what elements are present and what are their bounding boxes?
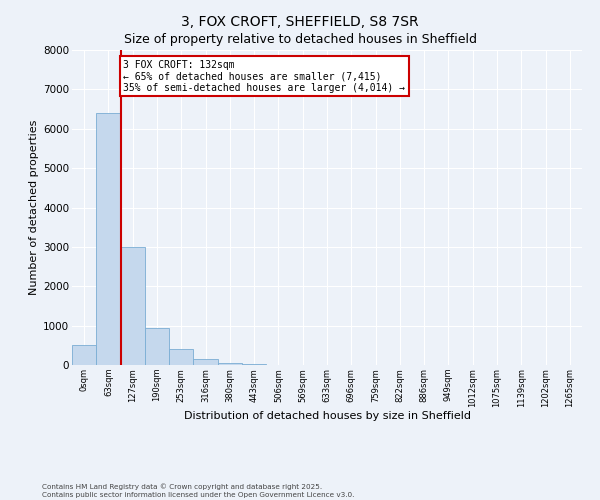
Bar [145, 328, 169, 365]
Bar [72, 346, 96, 365]
Text: 3, FOX CROFT, SHEFFIELD, S8 7SR: 3, FOX CROFT, SHEFFIELD, S8 7SR [181, 15, 419, 29]
Bar [242, 364, 266, 365]
Text: Contains HM Land Registry data © Crown copyright and database right 2025.
Contai: Contains HM Land Registry data © Crown c… [42, 484, 355, 498]
Bar [169, 349, 193, 365]
Y-axis label: Number of detached properties: Number of detached properties [29, 120, 39, 295]
Text: 3 FOX CROFT: 132sqm
← 65% of detached houses are smaller (7,415)
35% of semi-det: 3 FOX CROFT: 132sqm ← 65% of detached ho… [124, 60, 406, 93]
Bar [121, 247, 145, 365]
Bar [218, 363, 242, 365]
Bar [193, 359, 218, 365]
Bar [96, 113, 121, 365]
X-axis label: Distribution of detached houses by size in Sheffield: Distribution of detached houses by size … [184, 411, 470, 421]
Text: Size of property relative to detached houses in Sheffield: Size of property relative to detached ho… [124, 32, 476, 46]
